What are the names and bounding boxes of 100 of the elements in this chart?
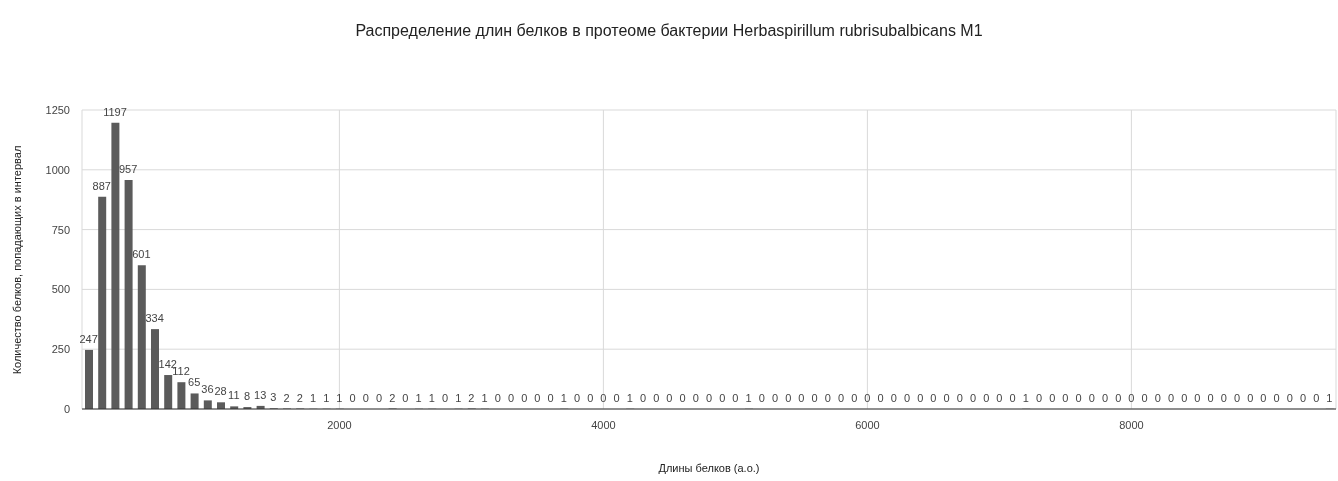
x-tick-label: 8000 bbox=[1119, 418, 1144, 431]
data-label: 0 bbox=[547, 392, 554, 404]
data-label: 0 bbox=[864, 392, 871, 404]
data-label: 0 bbox=[1088, 392, 1095, 404]
data-label: 0 bbox=[705, 392, 713, 404]
data-label: 0 bbox=[798, 392, 805, 404]
data-label: 887 bbox=[91, 179, 112, 193]
data-label: 0 bbox=[851, 392, 858, 404]
data-label: 0 bbox=[639, 392, 647, 404]
data-label: 0 bbox=[375, 392, 383, 404]
x-tick-label: 2000 bbox=[327, 418, 352, 431]
data-label: 334 bbox=[144, 312, 165, 326]
data-label: 1 bbox=[323, 391, 330, 404]
data-label: 0 bbox=[666, 392, 673, 404]
data-label: 0 bbox=[1049, 392, 1056, 404]
y-axis-title: Количество белков, попадающих в интервал bbox=[10, 144, 24, 377]
data-label: 957 bbox=[118, 163, 139, 177]
data-label: 36 bbox=[201, 383, 214, 396]
y-tick-label: 250 bbox=[51, 343, 70, 356]
data-label: 0 bbox=[1141, 392, 1148, 404]
data-label: 3 bbox=[270, 391, 277, 404]
data-label: 0 bbox=[917, 392, 924, 404]
data-label: 0 bbox=[956, 392, 963, 404]
data-label: 0 bbox=[824, 392, 831, 404]
data-label: 0 bbox=[1115, 392, 1122, 404]
data-label: 0 bbox=[521, 392, 528, 404]
data-label: 2 bbox=[283, 391, 290, 404]
data-label: 0 bbox=[349, 392, 356, 404]
data-label: 0 bbox=[969, 392, 977, 404]
data-label: 2 bbox=[468, 391, 475, 404]
data-label: 0 bbox=[441, 392, 449, 404]
data-label: 0 bbox=[653, 392, 660, 404]
data-label: 0 bbox=[534, 392, 541, 404]
data-label: 0 bbox=[1220, 392, 1227, 404]
data-label: 0 bbox=[1167, 392, 1175, 404]
data-label: 0 bbox=[983, 392, 990, 404]
data-label: 0 bbox=[613, 392, 620, 404]
data-label: 1 bbox=[626, 391, 633, 404]
x-axis-title: Длины белков (а.о.) bbox=[657, 462, 761, 474]
data-label: 0 bbox=[1128, 392, 1135, 404]
data-label: 0 bbox=[1286, 392, 1293, 404]
data-label: 1 bbox=[336, 391, 343, 404]
data-label: 601 bbox=[131, 248, 152, 262]
data-label: 0 bbox=[1181, 392, 1188, 404]
y-tick-label: 750 bbox=[51, 223, 70, 236]
data-label: 0 bbox=[758, 392, 765, 404]
data-label: 1 bbox=[455, 391, 462, 404]
data-label: 0 bbox=[943, 392, 950, 404]
y-tick-label: 0 bbox=[63, 402, 70, 415]
data-label: 1 bbox=[415, 391, 422, 404]
x-tick-label: 4000 bbox=[591, 418, 616, 431]
data-label: 0 bbox=[494, 392, 501, 404]
data-label: 0 bbox=[600, 392, 607, 404]
data-label: 0 bbox=[573, 392, 581, 404]
data-label: 0 bbox=[1101, 392, 1109, 404]
data-label: 0 bbox=[1247, 392, 1254, 404]
data-label: 0 bbox=[771, 392, 779, 404]
data-label: 0 bbox=[362, 392, 369, 404]
data-label: 0 bbox=[1207, 392, 1214, 404]
y-tick-label: 1000 bbox=[45, 163, 70, 176]
data-label: 0 bbox=[1299, 392, 1307, 404]
data-label: 1 bbox=[1326, 391, 1333, 404]
data-label: 0 bbox=[930, 392, 937, 404]
data-label: 0 bbox=[507, 392, 515, 404]
x-tick-label: 6000 bbox=[855, 418, 880, 431]
data-label: 0 bbox=[811, 392, 818, 404]
data-label: 65 bbox=[188, 376, 201, 389]
data-label: 8 bbox=[243, 390, 251, 403]
data-label: 1 bbox=[560, 391, 567, 404]
data-label: 0 bbox=[1233, 392, 1241, 404]
data-label: 28 bbox=[214, 385, 227, 398]
data-label: 0 bbox=[785, 392, 792, 404]
data-label: 0 bbox=[1273, 392, 1280, 404]
data-label: 1 bbox=[745, 391, 752, 404]
data-label: 0 bbox=[679, 392, 686, 404]
data-label: 1 bbox=[428, 391, 435, 404]
data-label: 0 bbox=[837, 392, 845, 404]
data-label: 0 bbox=[402, 392, 409, 404]
data-label: 1 bbox=[481, 391, 488, 404]
data-label: 1197 bbox=[102, 105, 128, 119]
data-label: 11 bbox=[228, 389, 240, 402]
data-label: 0 bbox=[1062, 392, 1069, 404]
data-label: 1 bbox=[309, 391, 317, 404]
data-label: 2 bbox=[389, 391, 396, 404]
y-tick-label: 500 bbox=[51, 283, 70, 296]
data-label: 0 bbox=[903, 392, 911, 404]
data-label: 247 bbox=[78, 332, 99, 346]
data-label: 0 bbox=[1035, 392, 1043, 404]
data-label: 0 bbox=[1313, 392, 1320, 404]
data-label: 0 bbox=[1194, 392, 1201, 404]
data-label: 0 bbox=[890, 392, 897, 404]
data-label: 0 bbox=[1009, 392, 1016, 404]
data-label: 0 bbox=[732, 392, 739, 404]
data-label: 13 bbox=[254, 388, 267, 401]
data-label: 0 bbox=[1260, 392, 1267, 404]
data-label: 0 bbox=[877, 392, 884, 404]
data-label: 1 bbox=[1022, 391, 1029, 404]
data-label: 0 bbox=[719, 392, 726, 404]
data-label: 2 bbox=[296, 391, 303, 404]
data-label: 0 bbox=[587, 392, 594, 404]
